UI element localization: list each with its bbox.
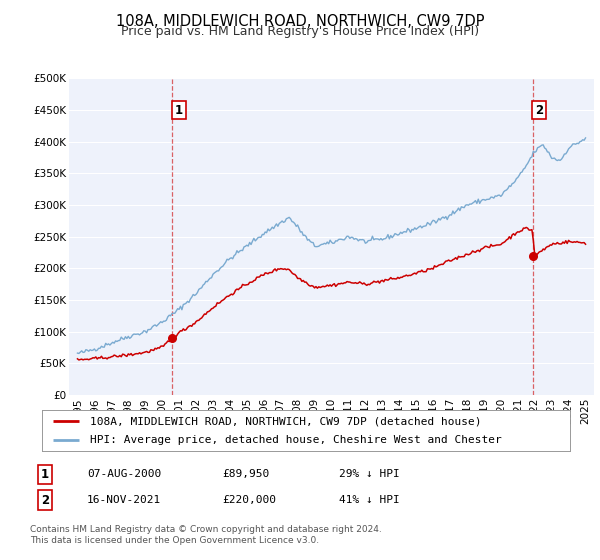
Text: Contains HM Land Registry data © Crown copyright and database right 2024.
This d: Contains HM Land Registry data © Crown c… <box>30 525 382 545</box>
Text: 16-NOV-2021: 16-NOV-2021 <box>87 495 161 505</box>
Text: 108A, MIDDLEWICH ROAD, NORTHWICH, CW9 7DP: 108A, MIDDLEWICH ROAD, NORTHWICH, CW9 7D… <box>116 14 484 29</box>
Text: £220,000: £220,000 <box>222 495 276 505</box>
Text: 1: 1 <box>175 104 183 116</box>
Text: Price paid vs. HM Land Registry's House Price Index (HPI): Price paid vs. HM Land Registry's House … <box>121 25 479 38</box>
Text: 41% ↓ HPI: 41% ↓ HPI <box>339 495 400 505</box>
Text: 2: 2 <box>535 104 544 116</box>
Text: £89,950: £89,950 <box>222 469 269 479</box>
Text: 29% ↓ HPI: 29% ↓ HPI <box>339 469 400 479</box>
Text: 1: 1 <box>41 468 49 481</box>
Text: HPI: Average price, detached house, Cheshire West and Chester: HPI: Average price, detached house, Ches… <box>89 435 501 445</box>
Text: 07-AUG-2000: 07-AUG-2000 <box>87 469 161 479</box>
Text: 2: 2 <box>41 493 49 507</box>
Text: 108A, MIDDLEWICH ROAD, NORTHWICH, CW9 7DP (detached house): 108A, MIDDLEWICH ROAD, NORTHWICH, CW9 7D… <box>89 417 481 426</box>
